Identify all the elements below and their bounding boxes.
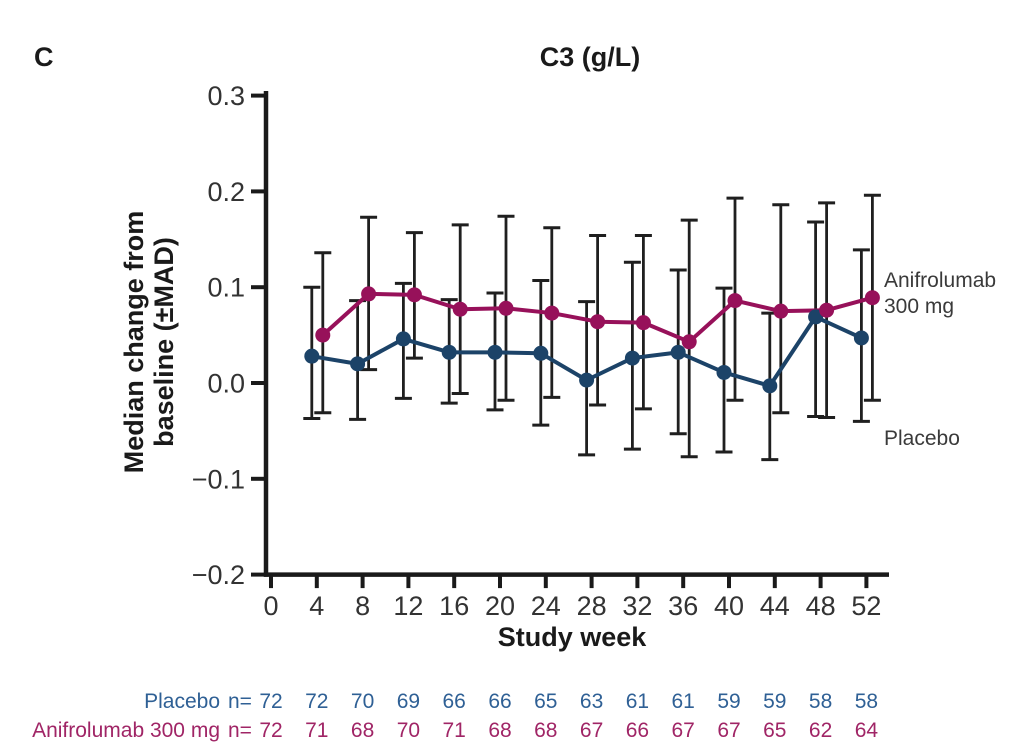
n-row-label: Placebo bbox=[144, 690, 220, 713]
data-point-placebo-week-32 bbox=[624, 350, 640, 366]
y-tick-label: −0.1 bbox=[192, 464, 245, 494]
panel-label: C bbox=[34, 42, 54, 72]
n-prefix: n= bbox=[228, 719, 252, 742]
x-tick-label: 20 bbox=[485, 591, 515, 621]
legend-anifrolumab-line2: 300 mg bbox=[884, 295, 955, 318]
legend-anifrolumab-line1: Anifrolumab bbox=[884, 269, 997, 292]
data-point-anifrolumab-week-8 bbox=[361, 286, 377, 302]
x-axis-title: Study week bbox=[497, 622, 647, 652]
legend-label-anifrolumab: Anifrolumab 300 mg bbox=[884, 268, 996, 320]
data-point-anifrolumab-week-52 bbox=[864, 290, 880, 306]
y-tick-label: 0.2 bbox=[207, 177, 245, 207]
data-point-anifrolumab-week-32 bbox=[635, 315, 651, 331]
data-point-anifrolumab-week-16 bbox=[452, 301, 468, 317]
x-tick-label: 16 bbox=[439, 591, 469, 621]
n-value-week-32: 66 bbox=[625, 719, 650, 742]
data-point-placebo-week-24 bbox=[533, 345, 549, 361]
n-value-week-12: 69 bbox=[396, 690, 421, 713]
n-value-week-48: 62 bbox=[808, 719, 833, 742]
n-value-week-36: 61 bbox=[671, 690, 695, 713]
x-tick-label: 48 bbox=[806, 591, 836, 621]
x-tick-label: 44 bbox=[760, 591, 790, 621]
n-value-week-20: 66 bbox=[488, 690, 512, 713]
x-tick-label: 40 bbox=[714, 591, 744, 621]
x-tick-label: 8 bbox=[355, 591, 370, 621]
n-value-week-40: 67 bbox=[717, 719, 741, 742]
n-value-week-52: 64 bbox=[854, 719, 879, 742]
data-point-placebo-week-44 bbox=[762, 378, 778, 394]
data-point-placebo-week-8 bbox=[350, 356, 366, 372]
n-value-week-28: 63 bbox=[579, 690, 604, 713]
data-point-anifrolumab-week-12 bbox=[406, 287, 422, 303]
n-table-row-placebo: Placebo n= 72 72 70 69 66 66 65 63 61 61 59 59 58 58 bbox=[0, 690, 1024, 714]
n-value-week-48: 58 bbox=[808, 690, 833, 713]
x-tick-label: 52 bbox=[851, 591, 881, 621]
x-tick-label: 32 bbox=[622, 591, 652, 621]
n-value-week-36: 67 bbox=[671, 719, 695, 742]
x-tick-label: 12 bbox=[393, 591, 423, 621]
n-value-week-16: 71 bbox=[442, 719, 466, 742]
n-value-week-28: 67 bbox=[579, 719, 604, 742]
x-tick-label: 0 bbox=[263, 591, 278, 621]
data-point-anifrolumab-week-24 bbox=[544, 305, 560, 321]
x-tick-label: 36 bbox=[668, 591, 698, 621]
n-value-week-32: 61 bbox=[625, 690, 650, 713]
legend-label-placebo: Placebo bbox=[884, 427, 960, 450]
data-point-anifrolumab-week-44 bbox=[773, 303, 789, 319]
n-value-week-0: 72 bbox=[259, 690, 283, 713]
n-value-week-40: 59 bbox=[717, 690, 741, 713]
n-table-row-anifrolumab: Anifrolumab 300 mg n= 72 71 68 70 71 68 68 67 66 67… bbox=[0, 719, 1024, 743]
n-prefix: n= bbox=[228, 690, 252, 713]
data-point-anifrolumab-week-28 bbox=[590, 314, 606, 330]
x-tick-label: 24 bbox=[531, 591, 561, 621]
n-value-week-16: 66 bbox=[442, 690, 466, 713]
n-value-week-8: 70 bbox=[350, 690, 375, 713]
data-point-placebo-week-12 bbox=[395, 331, 411, 347]
y-tick-label: 0.1 bbox=[207, 273, 245, 303]
x-tick-label: 28 bbox=[577, 591, 607, 621]
data-point-anifrolumab-week-40 bbox=[727, 293, 743, 309]
data-point-placebo-week-48 bbox=[808, 309, 824, 325]
data-point-placebo-week-28 bbox=[579, 372, 595, 388]
y-tick-label: 0.0 bbox=[207, 369, 245, 399]
data-point-placebo-week-52 bbox=[853, 330, 869, 346]
n-value-week-44: 65 bbox=[763, 719, 787, 742]
n-value-week-4: 71 bbox=[305, 719, 329, 742]
data-point-anifrolumab-week-20 bbox=[498, 300, 514, 316]
x-tick-label: 4 bbox=[309, 591, 324, 621]
data-point-anifrolumab-week-4 bbox=[315, 327, 331, 343]
data-point-placebo-week-4 bbox=[304, 348, 320, 364]
chart-title: C3 (g/L) bbox=[539, 42, 641, 72]
data-point-anifrolumab-week-48 bbox=[819, 302, 835, 318]
data-point-placebo-week-20 bbox=[487, 344, 503, 360]
data-point-placebo-week-16 bbox=[441, 344, 457, 360]
n-value-week-12: 70 bbox=[396, 719, 421, 742]
n-value-week-0: 72 bbox=[259, 719, 283, 742]
data-point-anifrolumab-week-36 bbox=[681, 334, 697, 350]
n-row-label: Anifrolumab 300 mg bbox=[32, 719, 220, 742]
data-point-placebo-week-40 bbox=[716, 364, 732, 380]
n-value-week-44: 59 bbox=[763, 690, 787, 713]
n-value-week-24: 68 bbox=[534, 719, 558, 742]
y-tick-label: −0.2 bbox=[192, 560, 245, 590]
y-tick-label: 0.3 bbox=[207, 81, 245, 111]
n-value-week-24: 65 bbox=[534, 690, 558, 713]
n-value-week-20: 68 bbox=[488, 719, 512, 742]
data-point-placebo-week-36 bbox=[670, 344, 686, 360]
n-value-week-4: 72 bbox=[305, 690, 329, 713]
n-value-week-8: 68 bbox=[350, 719, 375, 742]
n-value-week-52: 58 bbox=[854, 690, 879, 713]
